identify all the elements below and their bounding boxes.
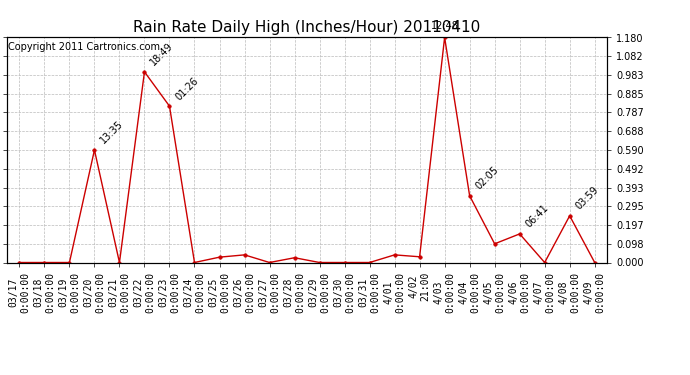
Text: 02:05: 02:05 — [474, 165, 501, 192]
Text: Copyright 2011 Cartronics.com: Copyright 2011 Cartronics.com — [8, 42, 160, 52]
Text: 06:41: 06:41 — [524, 203, 551, 230]
Text: 01:26: 01:26 — [174, 75, 200, 102]
Text: 13:35: 13:35 — [99, 119, 126, 146]
Text: 18:49: 18:49 — [148, 41, 175, 68]
Text: 03:59: 03:59 — [574, 185, 600, 211]
Title: Rain Rate Daily High (Inches/Hour) 20110410: Rain Rate Daily High (Inches/Hour) 20110… — [133, 20, 481, 35]
Text: 12:48: 12:48 — [431, 21, 459, 30]
